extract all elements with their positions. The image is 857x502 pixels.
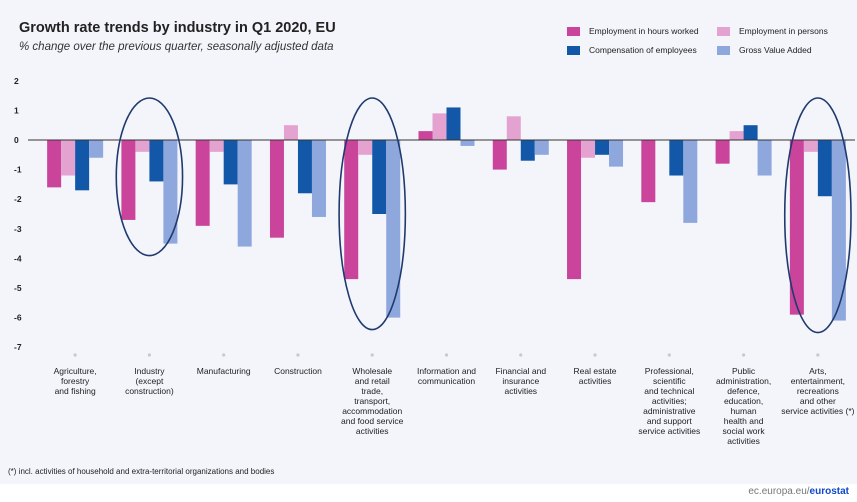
bar [506, 116, 521, 140]
bar [683, 140, 698, 223]
category-tick [444, 353, 449, 357]
bar [283, 125, 298, 140]
category-label: Information and communication [416, 366, 477, 386]
y-tick-label: 1 [14, 105, 19, 115]
bar [61, 140, 76, 176]
legend-label: Employment in hours worked [589, 26, 699, 36]
bar [595, 140, 610, 155]
bar [47, 140, 62, 188]
bar [209, 140, 224, 152]
legend-item: Compensation of employees [567, 45, 697, 55]
highlight-ellipse [338, 97, 407, 331]
category-label: Public administration, defence, educatio… [715, 366, 772, 446]
category-tick [667, 353, 671, 357]
bar [269, 140, 284, 238]
bar [743, 125, 758, 140]
category-tick [296, 353, 300, 357]
bar [163, 140, 178, 244]
bar [729, 131, 744, 140]
bar [386, 140, 401, 318]
category-label: Construction [274, 366, 322, 376]
bar [460, 140, 475, 146]
category-label: Professional, scientific and technical a… [638, 366, 701, 436]
bar [223, 140, 238, 185]
bar [446, 107, 461, 140]
category-label: Manufacturing [196, 366, 251, 376]
category-tick [593, 353, 597, 357]
bar [195, 140, 210, 226]
source-credit: ec.europa.eu/eurostat [748, 486, 849, 497]
category-tick [816, 353, 820, 357]
bar-chart: 2 1 0 -1 -2 -3 -4 -5 -6 -7 [14, 76, 855, 357]
legend-swatch [567, 45, 580, 55]
source-prefix: ec.europa.eu/ [748, 486, 810, 497]
category-tick [222, 353, 226, 357]
category-label: Financial and insurance activities [495, 366, 547, 396]
bar [297, 140, 312, 194]
bar [149, 140, 164, 182]
footnote: (*) incl. activities of household and ex… [8, 467, 275, 476]
bar [757, 140, 772, 176]
legend-label: Compensation of employees [589, 45, 697, 55]
category-tick [741, 353, 746, 357]
bar [641, 140, 656, 203]
highlight-ellipse [783, 97, 852, 334]
bar [358, 140, 373, 155]
y-tick-label: -1 [14, 165, 22, 175]
category-label: Wholesale and retail trade, transport, a… [341, 366, 404, 436]
category-tick [370, 353, 374, 357]
legend-item: Employment in hours worked [567, 26, 699, 36]
category-tick [519, 353, 523, 357]
chart-title: Growth rate trends by industry in Q1 202… [19, 20, 336, 36]
bar [135, 140, 150, 152]
bar [609, 140, 624, 167]
source-brand: eurostat [809, 486, 849, 497]
legend-item: Employment in persons [717, 26, 828, 36]
bar [817, 140, 832, 197]
legend-swatch [717, 45, 730, 55]
bar [418, 131, 433, 140]
y-tick-label: -5 [14, 283, 22, 293]
category-tick [147, 353, 152, 357]
bar [311, 140, 326, 217]
category-label: Industry (except construction) [125, 366, 174, 396]
bar [432, 113, 447, 140]
category-label: Arts, entertainment, recreations and oth… [781, 366, 855, 416]
bar [567, 140, 582, 280]
legend-item: Gross Value Added [717, 45, 812, 55]
category-tick [73, 353, 77, 357]
chart-subtitle: % change over the previous quarter, seas… [19, 41, 334, 53]
bar [534, 140, 549, 155]
bar [831, 140, 846, 321]
bar [492, 140, 507, 170]
y-tick-label: -4 [14, 253, 22, 263]
category-label: Real estate activities [573, 366, 617, 386]
y-tick-label: 2 [14, 76, 19, 86]
bar [121, 140, 136, 220]
chart-panel: Growth rate trends by industry in Q1 202… [0, 0, 857, 484]
legend-label: Gross Value Added [739, 45, 812, 55]
bar [803, 140, 818, 152]
y-tick-label: 0 [14, 135, 19, 145]
bar [715, 140, 730, 164]
category-label: Agriculture, forestry and fishing [53, 366, 97, 396]
highlight-ellipse [115, 97, 184, 257]
y-tick-label: -6 [14, 313, 22, 323]
legend-swatch [717, 26, 730, 36]
y-tick-label: -3 [14, 224, 22, 234]
y-tick-label: -2 [14, 194, 22, 204]
bar [89, 140, 104, 158]
bar [372, 140, 387, 214]
bar [75, 140, 90, 191]
bar [669, 140, 684, 176]
legend-label: Employment in persons [739, 26, 828, 36]
bar [520, 140, 535, 161]
bar [344, 140, 359, 280]
bar [237, 140, 252, 247]
bar [789, 140, 804, 315]
legend-swatch [567, 26, 580, 36]
bar [581, 140, 596, 158]
y-tick-label: -7 [14, 342, 22, 352]
